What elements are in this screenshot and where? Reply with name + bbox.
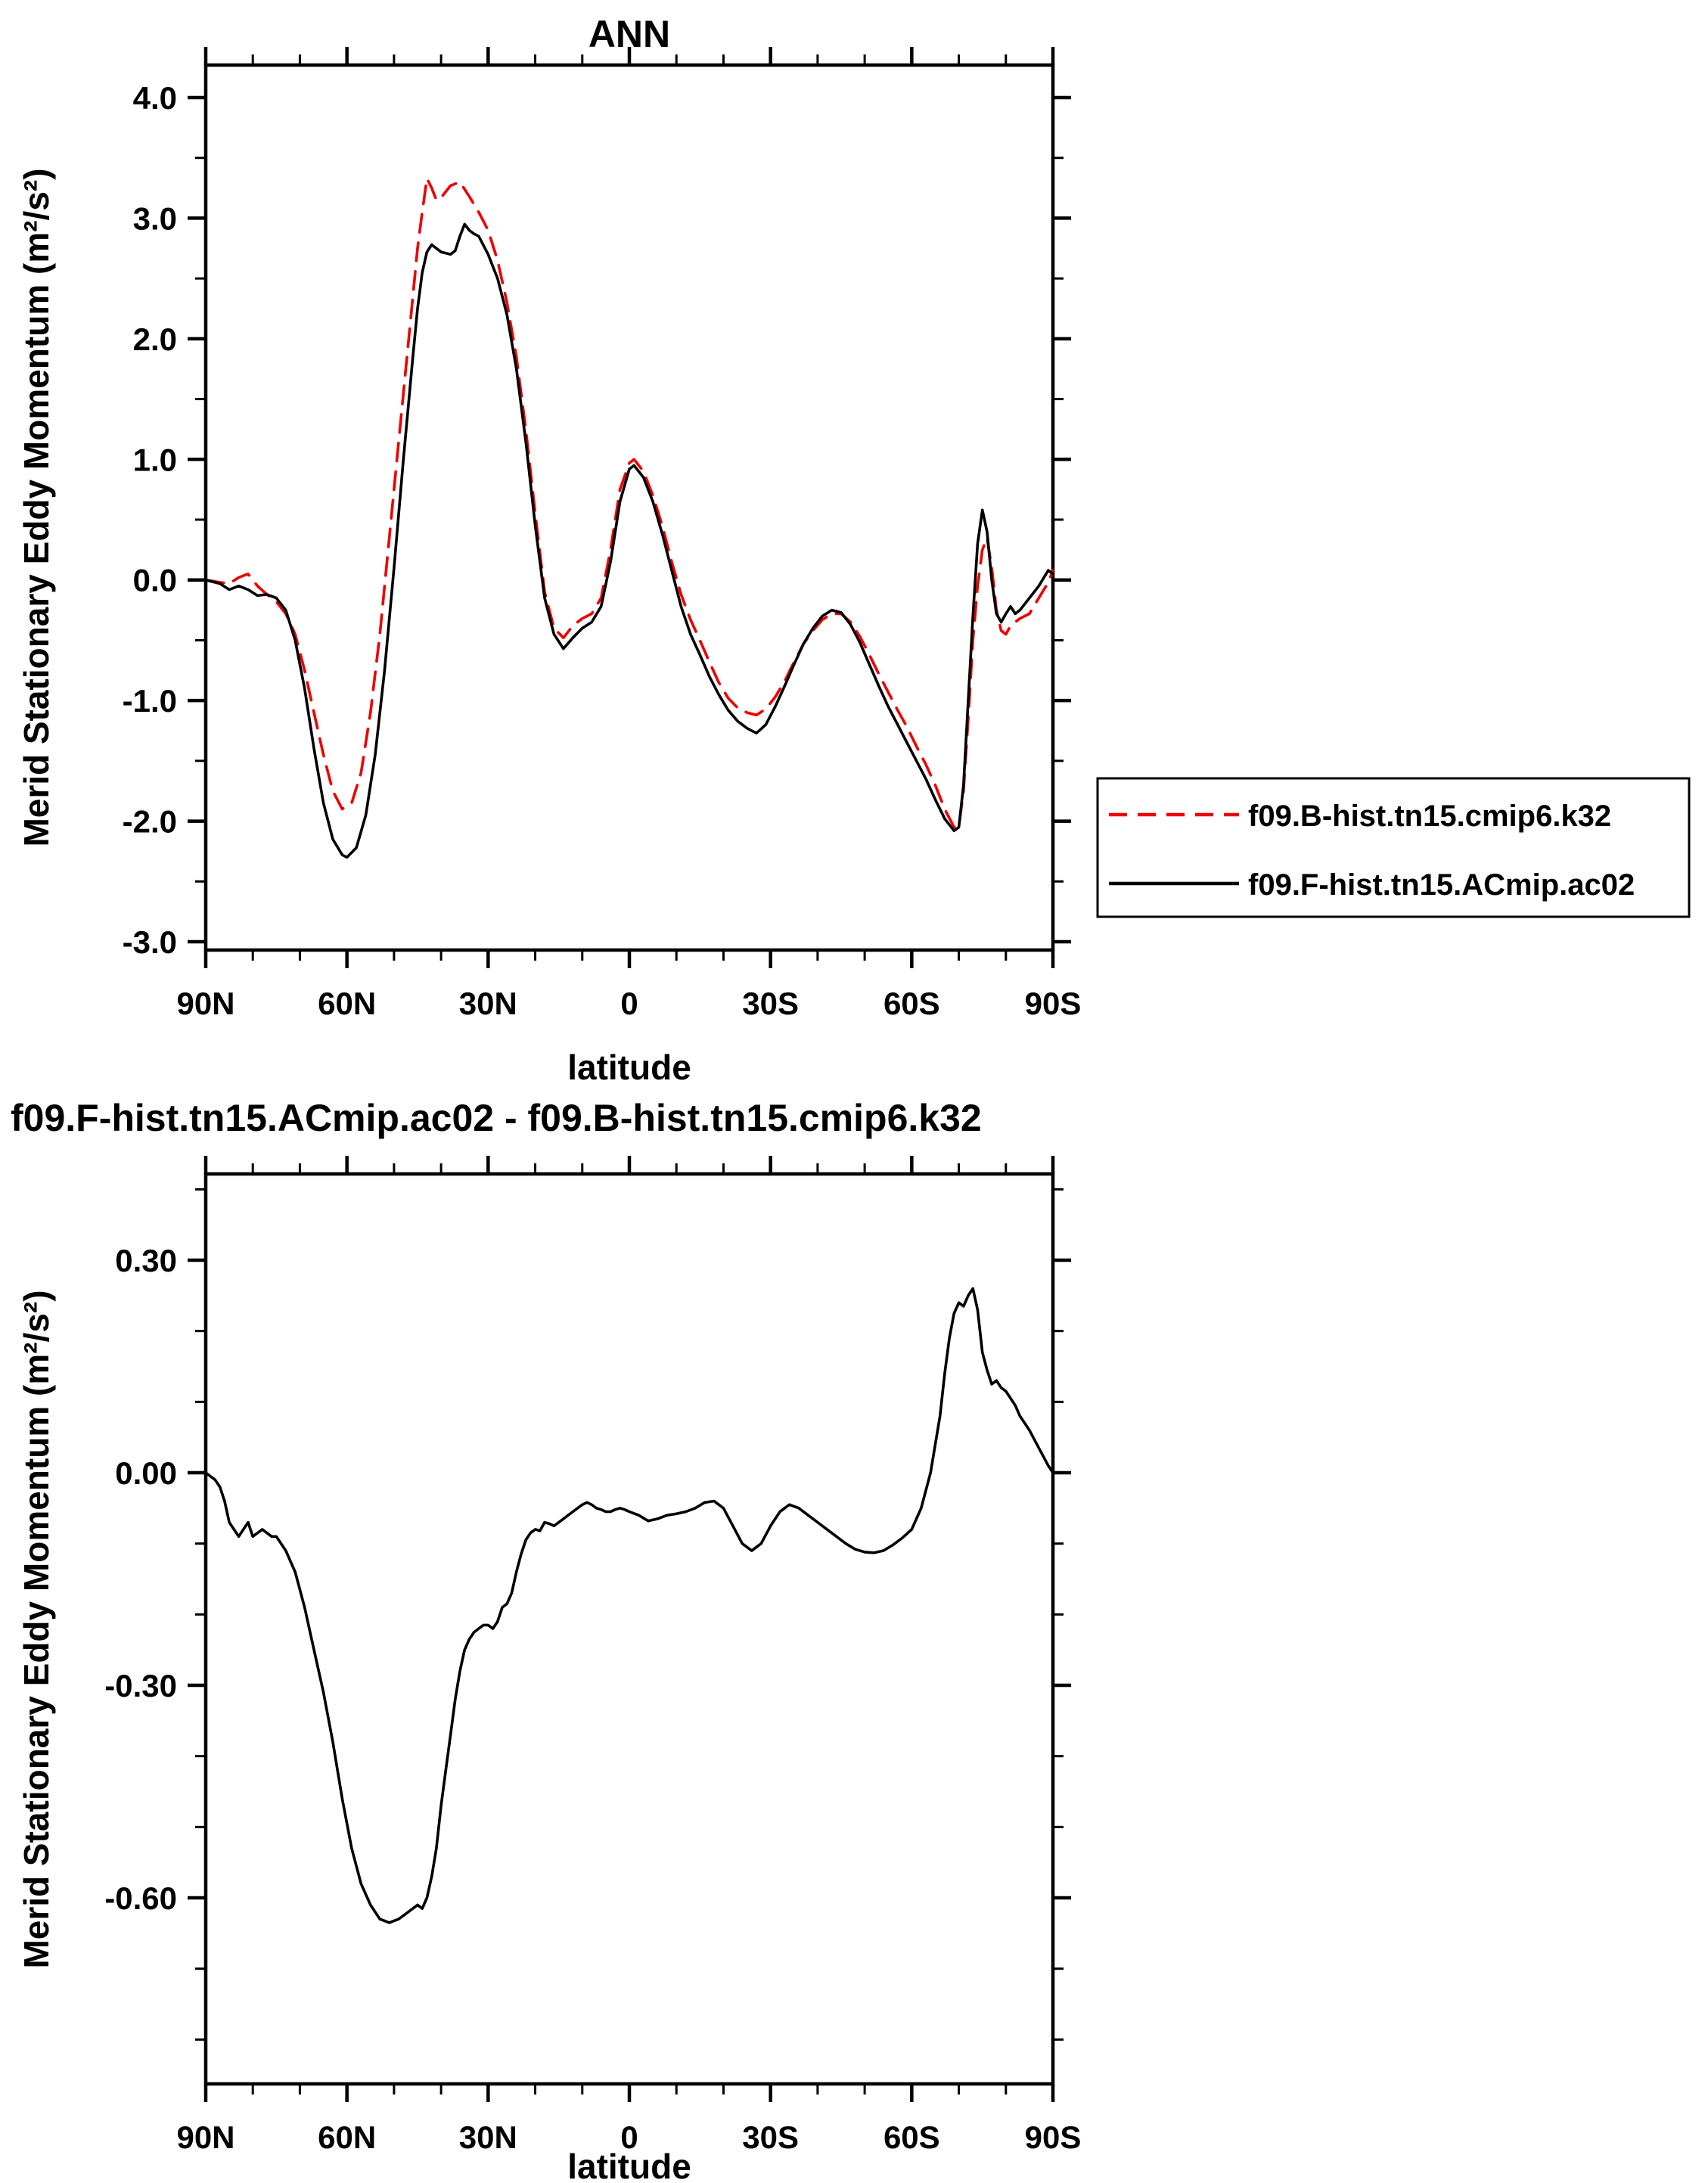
top-y-axis-title: Merid Stationary Eddy Momentum (m²/s²) [17,168,56,846]
y-tick-label: -1.0 [123,683,177,719]
x-tick-label: 90N [176,986,234,1021]
curve-f09-f-hist-tn15-acmip-ac02 [204,222,1054,859]
plot-frame [203,1172,1055,2086]
y-tick-label: -2.0 [123,804,177,840]
bottom-y-axis-title: Merid Stationary Eddy Momentum (m²/s²) [17,1290,56,1968]
y-tick-label: -0.60 [104,1880,177,1916]
legend-label-b-hist: f09.B-hist.tn15.cmip6.k32 [1248,800,1611,833]
x-tick-label: 60S [884,2119,940,2155]
x-tick-label: 90S [1025,986,1082,1021]
bottom-plot: 90N 60N 30N 0 30S 60S 90S 0.30 0.00 -0.30 -0.60 [104,1156,1081,2155]
x-tick-label: 30N [459,2119,517,2155]
curve-difference-f-hist-minus-b-hist- [204,1287,1054,1924]
x-tick-label: 0 [620,2119,638,2155]
x-tick-label: 60N [318,986,376,1021]
y-tick-label: 2.0 [133,321,177,357]
y-tick-label: 0.00 [115,1455,177,1491]
x-tick-label: 60N [318,2119,376,2155]
y-tick-label: 3.0 [133,200,177,236]
plot-frame [203,63,1055,952]
x-tick-label: 90S [1025,2119,1082,2155]
y-tick-label: 0.30 [115,1243,177,1278]
x-tick-label: 90N [176,2119,234,2155]
legend: f09.B-hist.tn15.cmip6.k32 f09.F-hist.tn1… [1096,777,1691,918]
bottom-panel-title: f09.F-hist.tn15.ACmip.ac02 - f09.B-hist.… [11,1097,982,1139]
curve-f09-b-hist-tn15-cmip6-k32 [204,177,1054,829]
x-tick-label: 30S [742,2119,799,2155]
bottom-x-axis-title: latitude [567,2147,691,2183]
top-x-axis-title: latitude [567,1048,691,1087]
y-tick-label: -3.0 [123,924,177,960]
x-tick-label: 30S [742,986,799,1021]
top-plot: 90N 60N 30N 0 30S 60S 90S 4.0 3.0 2.0 1.0 0.0 -1.0 -2… [123,47,1082,1021]
y-tick-label: -0.30 [104,1668,177,1703]
y-tick-label: 4.0 [133,80,177,116]
x-tick-label: 30N [459,986,517,1021]
y-tick-label: 0.0 [133,563,177,598]
x-tick-label: 60S [884,986,940,1021]
legend-label-f-hist: f09.F-hist.tn15.ACmip.ac02 [1248,868,1635,902]
legend-box [1096,777,1691,918]
y-tick-label: 1.0 [133,442,177,477]
x-tick-label: 0 [620,986,638,1021]
